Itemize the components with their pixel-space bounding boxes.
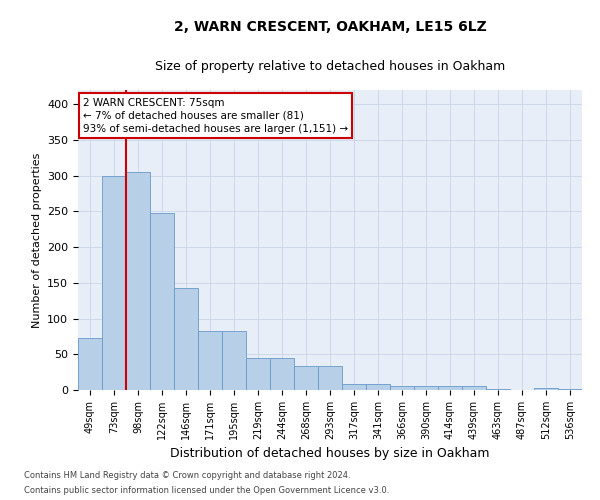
Bar [414,386,438,390]
X-axis label: Distribution of detached houses by size in Oakham: Distribution of detached houses by size … [170,448,490,460]
Bar [198,330,222,390]
Bar [294,366,318,390]
Bar [558,388,582,390]
Bar [126,172,150,390]
Bar [270,358,294,390]
Bar [462,386,486,390]
Bar [342,384,366,390]
Bar [246,358,270,390]
Text: Contains HM Land Registry data © Crown copyright and database right 2024.: Contains HM Land Registry data © Crown c… [24,471,350,480]
Bar [366,384,390,390]
Bar [318,366,342,390]
Text: Contains public sector information licensed under the Open Government Licence v3: Contains public sector information licen… [24,486,389,495]
Text: 2 WARN CRESCENT: 75sqm
← 7% of detached houses are smaller (81)
93% of semi-deta: 2 WARN CRESCENT: 75sqm ← 7% of detached … [83,98,348,134]
Y-axis label: Number of detached properties: Number of detached properties [32,152,41,328]
Bar [534,388,558,390]
Bar [174,288,198,390]
Bar [222,330,246,390]
Text: Size of property relative to detached houses in Oakham: Size of property relative to detached ho… [155,60,505,73]
Text: 2, WARN CRESCENT, OAKHAM, LE15 6LZ: 2, WARN CRESCENT, OAKHAM, LE15 6LZ [173,20,487,34]
Bar [390,386,414,390]
Bar [102,176,126,390]
Bar [438,386,462,390]
Bar [78,338,102,390]
Bar [150,213,174,390]
